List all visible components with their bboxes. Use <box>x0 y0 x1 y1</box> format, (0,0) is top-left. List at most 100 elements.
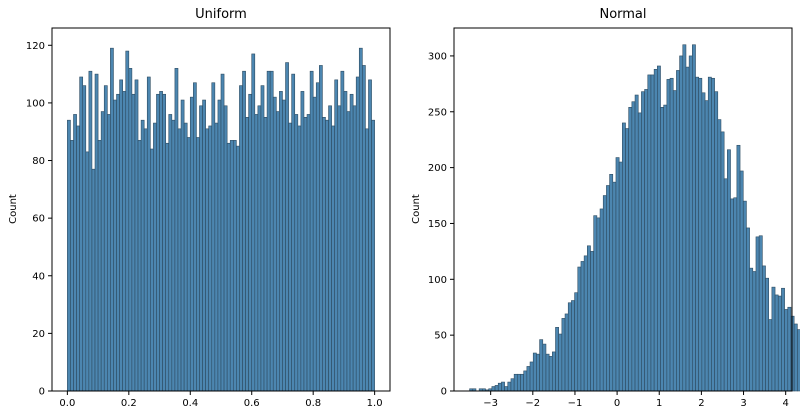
normal-bar <box>672 90 677 392</box>
uniform-bar <box>303 117 308 392</box>
normal-bar <box>580 261 585 392</box>
normal-bar <box>606 185 610 392</box>
uniform-bar <box>196 137 200 392</box>
uniform-bar <box>82 85 87 392</box>
uniform-bar <box>100 111 105 392</box>
normal-bar <box>749 267 754 392</box>
uniform-bar <box>279 91 283 392</box>
normal-y-tick-label: 0 <box>441 387 447 398</box>
normal-bar <box>723 178 728 392</box>
uniform-bar <box>199 105 203 392</box>
uniform-bar <box>349 93 354 392</box>
uniform-bar <box>125 50 130 392</box>
normal-bar <box>644 89 649 392</box>
uniform-bar <box>183 122 188 392</box>
uniform-bar <box>315 82 320 392</box>
uniform-bar <box>73 114 77 392</box>
normal-bar <box>755 236 760 392</box>
normal-bar <box>739 170 744 392</box>
normal-bar <box>532 352 537 392</box>
uniform-bar <box>107 114 111 392</box>
normal-bar <box>497 382 502 392</box>
uniform-x-tick-label: 0.2 <box>121 398 137 409</box>
uniform-bar <box>251 53 256 392</box>
uniform-bar <box>257 105 262 392</box>
normal-bar <box>555 327 559 392</box>
uniform-bar <box>205 128 210 392</box>
normal-bar <box>558 333 563 392</box>
uniform-bar <box>346 111 351 392</box>
normal-bar <box>637 112 642 392</box>
normal-bar <box>777 295 782 392</box>
uniform-bar <box>131 93 136 392</box>
normal-bar <box>685 66 690 392</box>
uniform-bar <box>365 128 369 392</box>
uniform-bar <box>174 68 179 392</box>
uniform-bar <box>122 91 127 392</box>
normal-bar <box>583 255 588 392</box>
normal-bar <box>676 70 680 392</box>
uniform-bar <box>143 128 148 392</box>
uniform-bar <box>322 117 326 392</box>
uniform-bar <box>226 142 231 392</box>
uniform-bar <box>103 85 108 392</box>
uniform-bar <box>113 99 117 392</box>
uniform-bar <box>371 119 375 392</box>
normal-bar <box>615 157 620 392</box>
uniform-bar <box>91 168 96 392</box>
uniform-bar <box>94 73 99 392</box>
uniform-bar <box>159 91 163 392</box>
uniform-bar <box>180 99 185 392</box>
normal-axes-frame <box>453 27 793 392</box>
normal-bar <box>666 79 671 392</box>
uniform-bar <box>269 70 274 392</box>
uniform-bar <box>232 140 237 392</box>
uniform-histogram: Uniform 0.0 0.2 0.4 0.6 0.8 1.0 0 20 40 60 80 100 1… <box>8 7 391 409</box>
normal-bar <box>701 92 706 392</box>
normal-y-tick-label: 50 <box>434 331 447 342</box>
normal-bar <box>657 65 661 392</box>
uniform-bar <box>300 91 305 392</box>
normal-y-tick-label: 150 <box>428 219 447 230</box>
normal-bar <box>727 149 731 392</box>
uniform-y-tick-label: 60 <box>32 214 45 225</box>
uniform-bar <box>328 105 332 392</box>
normal-x-ticks: −3 −2 −1 0 1 2 3 4 <box>483 391 789 409</box>
normal-bar <box>660 107 664 392</box>
uniform-bar <box>88 70 93 392</box>
uniform-bar <box>211 82 216 392</box>
uniform-bar <box>266 70 271 392</box>
normal-bar <box>704 100 709 392</box>
normal-bar <box>561 318 566 392</box>
normal-bar <box>590 251 594 392</box>
normal-histogram: Normal −3 −2 −1 0 1 2 3 4 0 50 100 150 200 250 300 Co… <box>411 7 800 409</box>
uniform-bar <box>355 76 360 392</box>
normal-bar <box>695 76 699 392</box>
uniform-bar <box>67 119 71 392</box>
uniform-title: Uniform <box>195 7 247 22</box>
uniform-bar <box>208 125 213 392</box>
normal-y-ticks: 0 50 100 150 200 250 300 <box>428 51 454 398</box>
uniform-bar <box>352 105 357 392</box>
uniform-bar <box>76 125 80 392</box>
uniform-bar <box>214 122 219 392</box>
uniform-bar <box>282 99 286 392</box>
uniform-y-ticks: 0 20 40 60 80 100 120 <box>26 41 52 398</box>
uniform-x-tick-label: 0.6 <box>244 398 260 409</box>
uniform-bar <box>294 114 299 392</box>
normal-bar <box>781 287 785 392</box>
uniform-bar <box>193 82 197 392</box>
uniform-bar <box>79 76 84 392</box>
normal-bar <box>790 315 795 392</box>
normal-bar <box>542 343 547 392</box>
uniform-x-tick-label: 1.0 <box>367 398 383 409</box>
uniform-bar <box>97 140 102 392</box>
normal-bar <box>746 227 750 392</box>
normal-bar <box>650 74 655 392</box>
uniform-bar <box>343 91 348 392</box>
normal-bar <box>771 286 776 392</box>
normal-bar <box>593 215 598 392</box>
normal-y-tick-label: 100 <box>428 275 447 286</box>
normal-x-tick-label: −1 <box>568 398 583 409</box>
normal-bar <box>618 161 623 392</box>
